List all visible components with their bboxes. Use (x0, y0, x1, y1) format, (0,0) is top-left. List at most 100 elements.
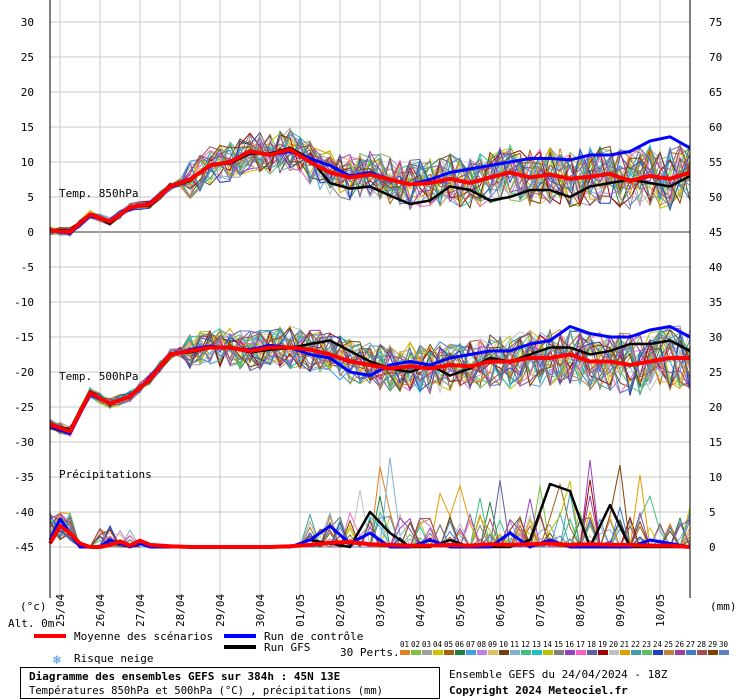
right-unit-label: (mm) (710, 600, 737, 613)
pert-swatch (609, 650, 619, 655)
x-tick-label: 25/04 (54, 594, 67, 627)
x-tick-label: 30/04 (254, 594, 267, 627)
right-tick-label: 75 (709, 16, 722, 29)
legend-mean-label: Moyenne des scénarios (74, 630, 213, 643)
pert-number-label: 10 (499, 640, 509, 649)
left-tick-label: -10 (14, 296, 34, 309)
right-tick-label: 45 (709, 226, 722, 239)
altitude-label: Alt. 0m (8, 617, 55, 630)
left-tick-label: -15 (14, 331, 34, 344)
x-tick-label: 07/05 (534, 594, 547, 627)
left-tick-label: 0 (27, 226, 34, 239)
pert-number-label: 21 (620, 640, 629, 649)
pert-swatch (444, 650, 454, 655)
pert-number-label: 08 (477, 640, 487, 649)
pert-number-label: 16 (565, 640, 575, 649)
pert-swatch (620, 650, 630, 655)
info-box: Diagramme des ensembles GEFS sur 384h : … (20, 667, 440, 699)
snowflake-icon: ❄ (52, 653, 61, 668)
copyright-label: Copyright 2024 Meteociel.fr (449, 684, 628, 697)
pert-swatch (400, 650, 410, 655)
pert-number-label: 05 (444, 640, 453, 649)
pert-number-label: 13 (532, 640, 541, 649)
left-tick-label: -25 (14, 401, 34, 414)
right-tick-label: 30 (709, 331, 722, 344)
pert-swatch (642, 650, 652, 655)
pert-swatch (466, 650, 476, 655)
series-t850-mean (49, 147, 691, 234)
pert-number-label: 28 (697, 640, 707, 649)
legend-snow-label: Risque neige (74, 652, 153, 665)
pert-number-label: 06 (455, 640, 465, 649)
ensemble-run-label: Ensemble GEFS du 24/04/2024 - 18Z (449, 668, 668, 681)
left-tick-label: -40 (14, 506, 34, 519)
pert-swatch (422, 650, 432, 655)
info-title: Diagramme des ensembles GEFS sur 384h : … (29, 670, 341, 683)
right-tick-label: 40 (709, 261, 722, 274)
pert-number-label: 01 (400, 640, 409, 649)
pert-swatch (598, 650, 608, 655)
pert-swatch (433, 650, 443, 655)
pert-legend: 01 02 03 04 05 06 07 08 09 10 11 12 13 14 15 16 17 18 19 20… (400, 640, 729, 655)
x-tick-label: 27/04 (134, 594, 147, 627)
right-tick-label: 5 (709, 506, 716, 519)
right-tick-label: 65 (709, 86, 722, 99)
pert-line-500 (49, 329, 691, 436)
x-tick-label: 02/05 (334, 594, 347, 627)
pert-number-label: 12 (521, 640, 530, 649)
series-precip-mean (48, 524, 691, 549)
pert-number-label: 20 (609, 640, 619, 649)
pert-swatch (664, 650, 674, 655)
pert-number-label: 19 (598, 640, 607, 649)
pert-number-label: 18 (587, 640, 597, 649)
pert-number-label: 04 (433, 640, 443, 649)
left-unit-label: (°c) (20, 600, 47, 613)
pert-swatch (499, 650, 509, 655)
left-tick-label: 10 (21, 156, 34, 169)
x-tick-label: 08/05 (574, 594, 587, 627)
pert-number-label: 07 (466, 640, 475, 649)
label-precip: Précipitations (59, 468, 152, 481)
pert-number-label: 03 (422, 640, 431, 649)
pert-number-label: 15 (554, 640, 563, 649)
pert-number-label: 29 (708, 640, 717, 649)
pert-number-label: 23 (642, 640, 651, 649)
right-tick-label: 0 (709, 541, 716, 554)
left-tick-label: 5 (27, 191, 34, 204)
right-tick-label: 50 (709, 191, 722, 204)
pert-number-label: 24 (653, 640, 663, 649)
pert-swatch (488, 650, 498, 655)
pert-swatch (719, 650, 729, 655)
right-tick-label: 60 (709, 121, 722, 134)
pert-swatch (455, 650, 465, 655)
left-tick-label: -20 (14, 366, 34, 379)
left-tick-label: -35 (14, 471, 34, 484)
left-tick-label: 30 (21, 16, 34, 29)
x-tick-label: 29/04 (214, 594, 227, 627)
pert-number-label: 27 (686, 640, 695, 649)
pert-swatch (686, 650, 696, 655)
right-tick-label: 20 (709, 401, 722, 414)
main-series (48, 135, 691, 549)
x-tick-label: 06/05 (494, 594, 507, 627)
pert-swatch (411, 650, 421, 655)
pert-number-label: 30 (719, 640, 729, 649)
pert-swatch (477, 650, 487, 655)
pert-swatch (576, 650, 586, 655)
pert-number-label: 26 (675, 640, 685, 649)
pert-number-label: 22 (631, 640, 640, 649)
pert-swatch (554, 650, 564, 655)
right-tick-label: 10 (709, 471, 722, 484)
pert-number-label: 14 (543, 640, 553, 649)
pert-swatch (675, 650, 685, 655)
legend-perts-label: 30 Perts. (340, 646, 400, 659)
pert-swatch (565, 650, 575, 655)
left-tick-label: -30 (14, 436, 34, 449)
pert-number-label: 11 (510, 640, 519, 649)
pert-swatch (697, 650, 707, 655)
x-tick-label: 01/05 (294, 594, 307, 627)
info-subtitle: Températures 850hPa et 500hPa (°C) , pré… (29, 685, 384, 697)
pert-swatch (510, 650, 520, 655)
right-tick-label: 25 (709, 366, 722, 379)
